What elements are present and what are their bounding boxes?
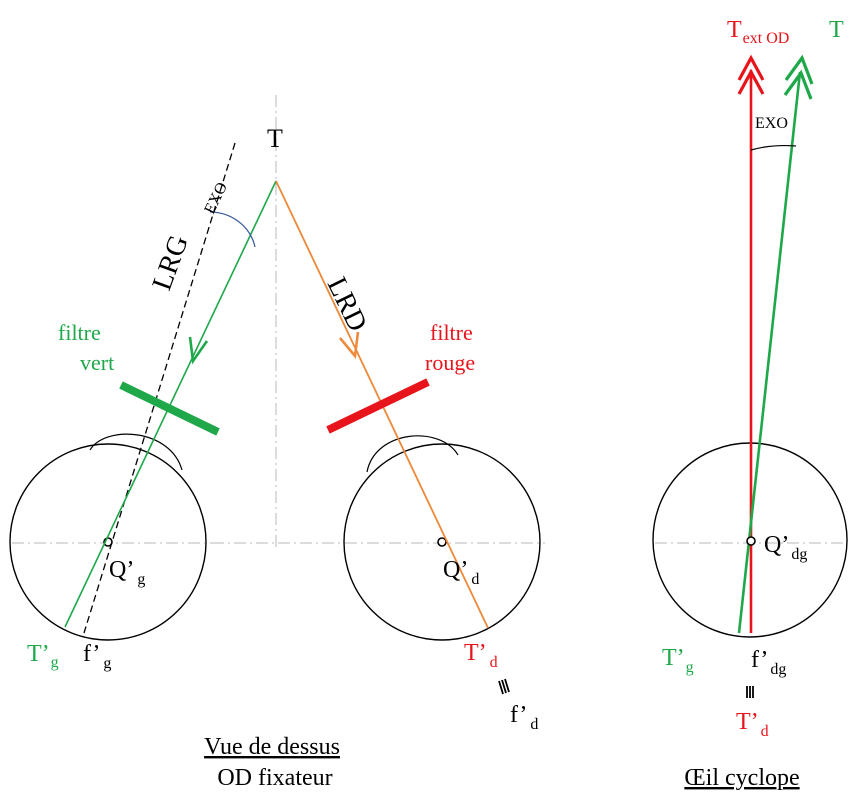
- q-right-label: Q’ d: [443, 557, 479, 588]
- green-filter-label: filtre vert: [58, 320, 114, 375]
- t-cyclope-red-label: T’ d: [736, 709, 769, 740]
- red-filter-label: filtre rouge: [425, 320, 478, 375]
- orange-ray-arrowhead: [339, 331, 360, 360]
- equivalence-mark-cyclope: [746, 686, 754, 698]
- f-right-label: f’ d: [510, 702, 538, 733]
- cyclope-red-arrowhead-2: [737, 68, 765, 95]
- equivalence-mark-right: [498, 678, 510, 695]
- q-cyclope-label: Q’ dg: [764, 532, 807, 563]
- green-ray-left: [64, 180, 277, 628]
- caption-left-line1: Vue de dessus: [204, 734, 340, 760]
- f-left-label: f’ g: [83, 641, 111, 672]
- right-eye-globe: [343, 443, 541, 641]
- cyclope-green-arrowhead-1: [784, 54, 814, 85]
- t-cyclope-green-label: T’g: [662, 645, 694, 676]
- caption-left: Vue de dessus OD fixateur: [204, 734, 346, 791]
- left-eye-cornea: [89, 433, 183, 471]
- caption-right: Œil cyclope: [684, 765, 799, 791]
- cyclope-nodal-point: [746, 536, 756, 546]
- exo-label-right: EXO: [755, 115, 788, 132]
- t-ext-od-label: Text OD: [727, 17, 789, 47]
- cyclope-eye: [652, 54, 848, 638]
- t-green-top-label: T: [829, 17, 844, 43]
- green-filter-bar: [119, 381, 220, 436]
- green-filter-line2: vert: [80, 350, 114, 375]
- f-cyclope-label: f’ dg: [751, 647, 786, 678]
- red-filter-bar: [326, 378, 430, 434]
- lrg-label: LRG: [146, 231, 194, 294]
- red-filter-line2: rouge: [425, 350, 475, 375]
- exo-arc-right: [750, 145, 797, 151]
- right-eye: [343, 435, 541, 641]
- exo-label-left: EXO: [201, 180, 231, 217]
- left-eye-globe: [9, 443, 207, 641]
- cyclope-green-arrowhead-2: [783, 69, 813, 100]
- exo-arc-left: [209, 211, 256, 248]
- target-label: T: [267, 124, 283, 153]
- guide-lines: [12, 95, 845, 548]
- green-filter-line1: filtre: [58, 320, 101, 345]
- cyclope-red-arrowhead-1: [737, 54, 765, 81]
- t-right-label: T’ d: [464, 640, 498, 671]
- left-eye: [9, 433, 207, 641]
- lrg-dashed-line: [83, 142, 236, 634]
- right-nodal-point: [437, 537, 447, 547]
- lrd-label: LRD: [321, 272, 373, 336]
- t-left-label: T’g: [27, 641, 59, 671]
- caption-left-line2: OD fixateur: [217, 765, 332, 791]
- right-eye-cornea: [366, 435, 459, 473]
- q-left-label: Q’ g: [109, 557, 145, 588]
- green-ray-arrowhead: [188, 336, 209, 365]
- red-filter-line1: filtre: [430, 320, 473, 345]
